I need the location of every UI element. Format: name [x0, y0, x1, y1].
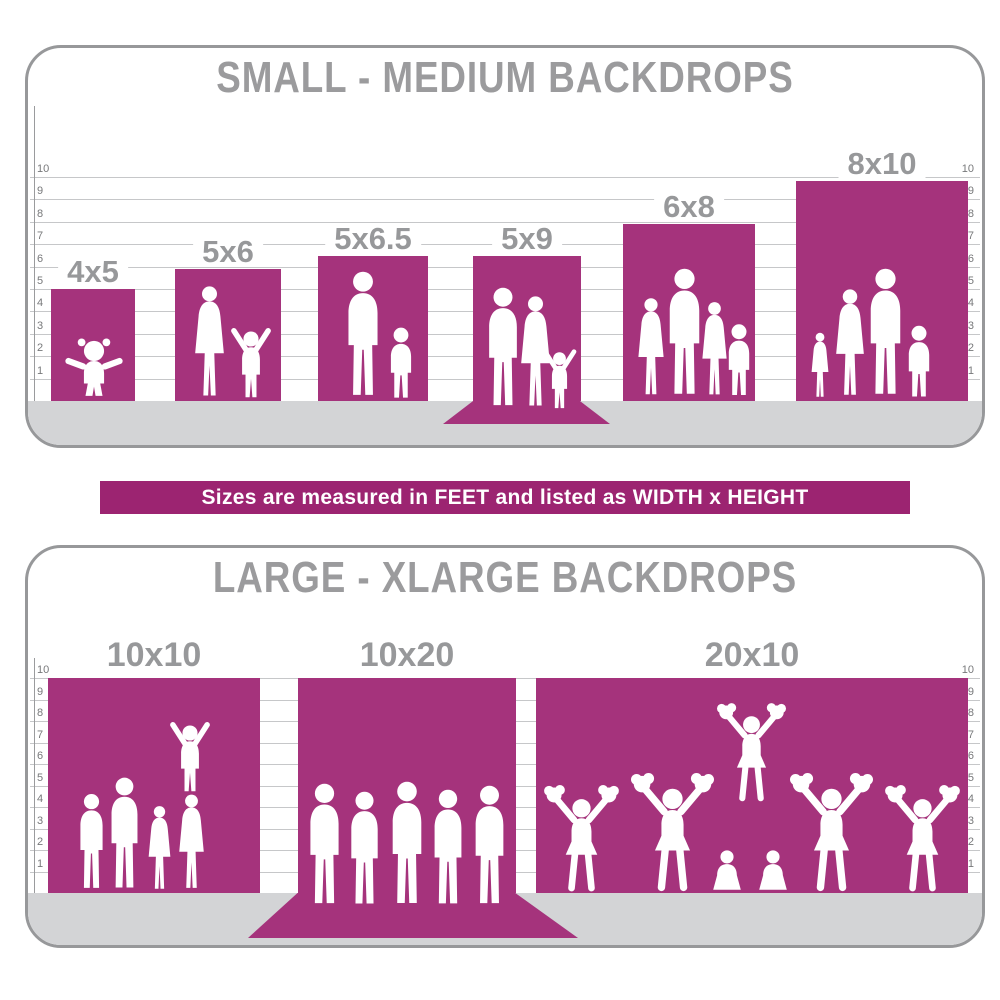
backdrop-5x6.5 — [318, 256, 428, 401]
ruler-tick-left: 5 — [37, 771, 44, 784]
ruler-tick-right: 7 — [967, 230, 974, 243]
ruler-tick-right: 5 — [967, 771, 974, 784]
size-note-text: Sizes are measured in FEET and listed as… — [201, 485, 809, 509]
size-note-banner: Sizes are measured in FEET and listed as… — [100, 481, 910, 514]
father-and-son-silhouette — [348, 271, 412, 398]
ruler-tick-left: 6 — [37, 750, 44, 762]
ruler-tick-left: 3 — [37, 814, 44, 827]
ruler-tick-right: 2 — [967, 836, 974, 848]
gridline — [30, 177, 980, 178]
ruler-tick-right: 10 — [961, 664, 974, 676]
size-label-8x10: 8x10 — [838, 148, 926, 179]
ruler-tick-left: 9 — [37, 685, 44, 698]
ruler-tick-left: 8 — [37, 207, 44, 220]
ruler-tick-left: 6 — [37, 252, 44, 265]
size-label-5x6: 5x6 — [193, 236, 263, 267]
panel-small-medium: SMALL - MEDIUM BACKDROPS 10 10 9 9 8 8 7 7 6 6 5 5 4… — [25, 45, 985, 448]
ruler-tick-left: 7 — [37, 230, 44, 243]
ruler-tick-left: 3 — [37, 319, 44, 332]
ruler-tick-left: 2 — [37, 836, 44, 848]
ruler-tick-left: 1 — [37, 364, 44, 377]
ruler-tick-right: 10 — [961, 163, 974, 175]
backdrop-4x5 — [51, 289, 135, 401]
floor-sweep-5x9 — [443, 401, 610, 424]
ruler-tick-right: 3 — [967, 814, 974, 827]
family-of-four-silhouette — [638, 268, 750, 395]
backdrop-10x10 — [48, 678, 260, 893]
cheerleader-squad-silhouette — [536, 675, 968, 897]
backdrop-5x6 — [175, 269, 281, 401]
ruler-tick-left: 10 — [37, 664, 50, 676]
backdrop-20x10 — [536, 678, 968, 893]
ruler-tick-left: 5 — [37, 275, 44, 287]
ruler-tick-right: 7 — [967, 728, 974, 741]
size-label-20x10: 20x10 — [695, 638, 809, 672]
ruler-tick-right: 6 — [967, 252, 974, 265]
ruler-tick-left: 2 — [37, 342, 44, 355]
size-label-10x20: 10x20 — [350, 638, 464, 672]
panel-title-large-xlarge: LARGE - XLARGE BACKDROPS — [212, 554, 798, 602]
ruler-tick-left: 4 — [37, 793, 44, 805]
family-with-child-on-shoulders-silhouette — [80, 708, 260, 889]
ruler-tick-right: 4 — [967, 297, 974, 310]
ruler-tick-left: 9 — [37, 185, 44, 198]
size-label-5x6.5: 5x6.5 — [325, 223, 421, 254]
toddler-girl-silhouette — [51, 335, 135, 401]
ruler-tick-left: 1 — [37, 857, 44, 870]
backdrop-5x9 — [473, 256, 581, 401]
gridline — [30, 199, 980, 201]
mother-and-child-silhouette — [195, 286, 281, 401]
ruler-tick-right: 1 — [967, 364, 974, 377]
size-label-4x5: 4x5 — [58, 256, 128, 287]
ruler-tick-right: 8 — [967, 207, 974, 220]
panel-title-small-medium: SMALL - MEDIUM BACKDROPS — [216, 54, 794, 102]
ruler-tick-right: 2 — [967, 342, 974, 355]
ruler-line-left — [34, 106, 35, 401]
ruler-tick-right: 9 — [967, 685, 974, 698]
family-of-four-silhouette — [811, 268, 930, 397]
ruler-tick-left: 8 — [37, 707, 44, 719]
ruler-tick-left: 7 — [37, 728, 44, 741]
size-label-5x9: 5x9 — [492, 223, 562, 254]
backdrop-8x10 — [796, 181, 968, 401]
ruler-tick-right: 1 — [967, 857, 974, 870]
size-label-10x10: 10x10 — [97, 638, 211, 672]
gridline — [30, 221, 980, 223]
ruler-tick-right: 9 — [967, 185, 974, 198]
group-of-five-men-silhouette — [310, 781, 504, 904]
size-label-6x8: 6x8 — [654, 191, 724, 222]
ruler-tick-right: 3 — [967, 319, 974, 332]
backdrop-10x20 — [298, 678, 516, 904]
ruler-tick-right: 4 — [967, 793, 974, 805]
family-of-three-silhouette — [489, 287, 581, 413]
ruler-tick-right: 8 — [967, 707, 974, 719]
ruler-tick-right: 5 — [967, 275, 974, 287]
ruler-tick-left: 4 — [37, 297, 44, 310]
backdrop-6x8 — [623, 224, 755, 401]
ruler-tick-left: 10 — [37, 163, 50, 175]
ruler-line-left — [34, 658, 35, 893]
panel-large-xlarge: LARGE - XLARGE BACKDROPS 10 10 9 9 8 8 7 7 6 6 5 5 4… — [25, 545, 985, 948]
ruler-tick-right: 6 — [967, 750, 974, 762]
